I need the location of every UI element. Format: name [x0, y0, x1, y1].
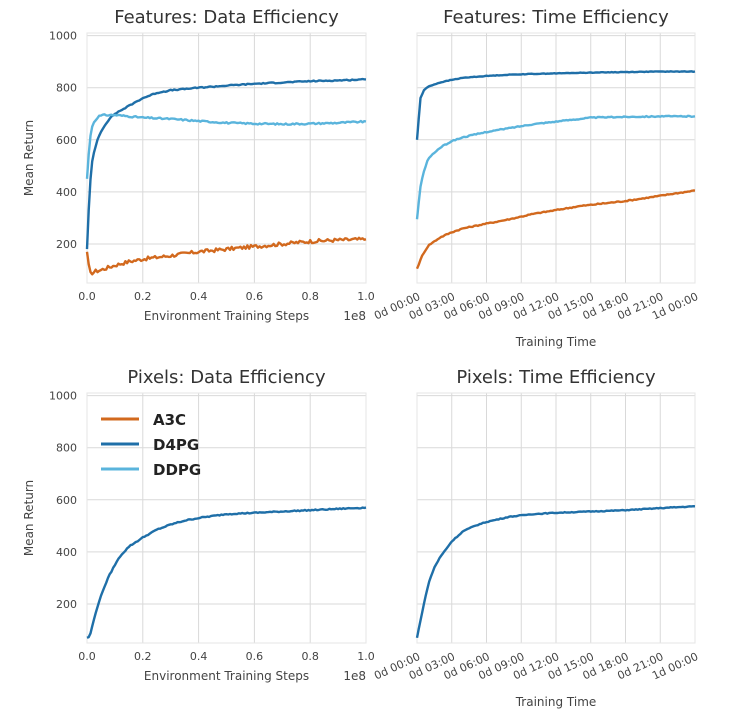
y-tick-label: 400	[56, 186, 77, 199]
y-tick-label: 200	[56, 598, 77, 611]
x-tick-label: 0.8	[301, 650, 319, 663]
series-line-a3c	[85, 236, 367, 276]
chart-title: Pixels: Time Efficiency	[456, 367, 656, 388]
plot-frame	[416, 392, 696, 644]
plot-frame	[86, 392, 367, 644]
x-tick-label: 0.0	[78, 650, 96, 663]
x-tick-label: 0.8	[301, 290, 319, 303]
y-axis-label: Mean Return	[22, 480, 36, 556]
legend-label: D4PG	[153, 436, 199, 454]
y-tick-label: 600	[56, 494, 77, 507]
x-tick-label: 0.4	[190, 290, 208, 303]
series-line-d4pg	[415, 505, 696, 639]
plot-frame	[86, 32, 367, 284]
y-tick-label: 1000	[49, 30, 77, 43]
chart-title: Features: Time Efficiency	[443, 7, 669, 28]
x-tick-label: 0.0	[78, 290, 96, 303]
y-tick-label: 1000	[49, 390, 77, 403]
x-tick-label: 1.0	[357, 290, 375, 303]
x-tick-label: 0.6	[246, 650, 264, 663]
chart-title: Pixels: Data Efficiency	[127, 367, 326, 388]
series-line-ddpg	[415, 114, 696, 220]
x-offset-label: 1e8	[343, 669, 366, 683]
legend: A3C D4PG DDPG	[101, 411, 201, 479]
y-tick-label: 600	[56, 134, 77, 147]
x-tick-label: 0.6	[246, 290, 264, 303]
legend-label: A3C	[153, 411, 186, 429]
y-tick-label: 400	[56, 546, 77, 559]
series-line-d4pg	[85, 77, 367, 250]
chart-pixels-data: Pixels: Data Efficiency 200 400 600 800 1000 0…	[22, 367, 375, 683]
chart-features-data: Features: Data Efficiency 200 400 600 800 100…	[22, 7, 375, 323]
y-tick-label: 800	[56, 442, 77, 455]
x-tick-label: 1.0	[357, 650, 375, 663]
x-tick-label: 0.2	[134, 290, 152, 303]
x-tick-label: 0.4	[190, 650, 208, 663]
x-axis-label: Training Time	[515, 695, 597, 709]
y-axis-label: Mean Return	[22, 120, 36, 196]
x-tick-label: 0.2	[134, 650, 152, 663]
x-axis-label: Training Time	[515, 335, 597, 349]
legend-label: DDPG	[153, 461, 201, 479]
x-axis-label: Environment Training Steps	[144, 309, 309, 323]
plot-frame	[416, 32, 696, 284]
series-line-d4pg	[86, 506, 367, 639]
series-line-ddpg	[85, 113, 367, 179]
y-tick-label: 200	[56, 238, 77, 251]
y-tick-label: 800	[56, 82, 77, 95]
x-axis-label: Environment Training Steps	[144, 669, 309, 683]
series-line-d4pg	[415, 70, 696, 140]
series-line-a3c	[415, 189, 696, 270]
chart-title: Features: Data Efficiency	[114, 7, 339, 28]
x-offset-label: 1e8	[343, 309, 366, 323]
